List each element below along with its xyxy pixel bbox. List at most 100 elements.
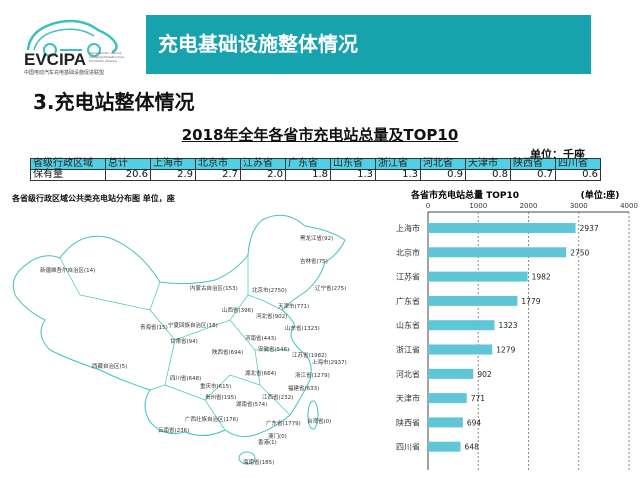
- x-tick-label: 2000: [520, 202, 538, 210]
- x-tick-label: 0: [426, 202, 430, 210]
- map-province-label: 山东省(1323): [285, 326, 320, 332]
- map-province-label: 新疆维吾尔自治区(14): [40, 268, 96, 274]
- table-header-cell: 省级行政区域: [30, 158, 106, 170]
- logo-english: China Electric Vehicle Charging Infrastr…: [89, 51, 125, 63]
- map-province-label: 甘肃省(94): [170, 339, 198, 345]
- map-province-label: 北京市(2750): [252, 288, 287, 294]
- map-province-label: 重庆市(615): [200, 384, 232, 390]
- map-province-label: 河南省(443): [245, 336, 277, 342]
- table-cell: 2.0: [240, 169, 286, 181]
- map-province-label: 广东省(1779): [266, 421, 301, 427]
- map-province-label: 海南省(185): [243, 460, 275, 466]
- y-category-label: 浙江省: [396, 345, 420, 355]
- map-province-label: 湖南省(574): [236, 402, 268, 408]
- map-province-label: 黑龙江省(92): [300, 236, 334, 242]
- map-province-label: 贵州省(195): [205, 395, 237, 401]
- map-province-label: 江苏省(1982): [292, 353, 327, 359]
- bar: [428, 344, 493, 355]
- table-cell: 0.7: [510, 169, 556, 181]
- bar: [428, 247, 567, 258]
- map-province-label: 吉林省(75): [300, 259, 328, 265]
- table-header-cell: 四川省: [555, 158, 601, 170]
- table-header-cell: 广东省: [285, 158, 331, 170]
- y-category-label: 天津市: [396, 393, 420, 403]
- map-province-label: 青海省(15): [140, 325, 168, 331]
- table-cell: 2.9: [150, 169, 196, 181]
- table-header-cell: 山东省: [330, 158, 376, 170]
- bar-value-label: 771: [471, 394, 486, 403]
- chart-unit: (单位:座): [581, 189, 620, 201]
- map-province-label: 江西省(232): [262, 395, 294, 401]
- evcipa-logo: [26, 19, 118, 57]
- table-cell: 20.6: [105, 169, 151, 181]
- header-banner: 充电基础设施整体情况: [146, 15, 591, 74]
- x-tick-label: 3000: [570, 202, 588, 210]
- table-cell: 1.3: [330, 169, 376, 181]
- table-header-row: 省级行政区域 总计 上海市 北京市 江苏省 广东省 山东省 浙江省 河北省 天津市 陕西省 四川省: [30, 158, 601, 170]
- table-header-cell: 陕西省: [510, 158, 556, 170]
- bar: [428, 320, 495, 331]
- bar: [428, 441, 461, 452]
- bar-value-label: 1982: [532, 273, 551, 282]
- table-cell: 保有量: [30, 169, 106, 181]
- map-province-label: 天津市(771): [278, 304, 310, 310]
- table-cell: 0.9: [420, 169, 466, 181]
- map-province-label: 河北省(902): [256, 314, 288, 320]
- bar-value-label: 694: [467, 418, 482, 427]
- map-province-label: 云南省(236): [158, 428, 190, 434]
- bar: [428, 295, 518, 306]
- china-map: 新疆维吾尔自治区(14) 黑龙江省(92) 吉林省(75) 辽宁省(275) 内蒙古自治…: [0, 200, 360, 474]
- table-cell: 0.8: [465, 169, 511, 181]
- y-category-label: 广东省: [396, 296, 420, 306]
- table-header-cell: 上海市: [150, 158, 196, 170]
- table-header-cell: 河北省: [420, 158, 466, 170]
- map-province-label: 澳门(0): [268, 434, 287, 440]
- chart-title: 各省市充电站总量 TOP10: [410, 189, 519, 201]
- map-province-label: 上海市(2937): [312, 360, 347, 366]
- map-province-label: 西藏自治区(5): [92, 364, 128, 370]
- y-category-label: 河北省: [396, 369, 420, 379]
- bar: [428, 393, 467, 404]
- table-cell: 1.8: [285, 169, 331, 181]
- map-province-label: 浙江省(1279): [295, 373, 330, 379]
- y-category-label: 陕西省: [396, 417, 420, 427]
- bar-value-label: 902: [477, 370, 492, 379]
- map-province-label: 安徽省(546): [258, 347, 290, 353]
- map-province-label: 山西省(396): [222, 308, 254, 314]
- logo-chinese: 中国电动汽车充电基础设施促进联盟: [24, 70, 105, 76]
- top10-bar-chart: 各省市充电站总量 TOP10 (单位:座) 0 1000 2000 3000 4000 上…: [396, 189, 638, 470]
- table-unit: 单位：千座: [530, 148, 585, 161]
- y-category-label: 山东省: [396, 320, 420, 330]
- logo-wordmark: EVCIPA: [24, 50, 87, 69]
- bar-value-label: 2937: [580, 224, 599, 233]
- y-category-label: 上海市: [396, 223, 420, 233]
- map-province-label: 内蒙古自治区(153): [190, 286, 238, 292]
- map-province-label: 四川省(648): [170, 376, 202, 382]
- table-row: 保有量 20.6 2.9 2.7 2.0 1.8 1.3 1.3 0.9 0.8 0.7 0.6: [30, 169, 601, 181]
- table-title-wrap: 2018年全年各省市充电站总量及TOP10: [0, 124, 640, 145]
- bar-value-label: 648: [465, 443, 480, 452]
- table-title: 2018年全年各省市充电站总量及TOP10: [181, 126, 459, 144]
- table-header-cell: 江苏省: [240, 158, 286, 170]
- table-cell: 1.3: [375, 169, 421, 181]
- bar-value-label: 2750: [570, 248, 589, 257]
- map-outline: [12, 214, 346, 465]
- map-province-label: 湖北省(664): [245, 371, 277, 377]
- table-header-cell: 浙江省: [375, 158, 421, 170]
- table-header-cell: 天津市: [465, 158, 511, 170]
- map-title: 各省级行政区域公共类充电站分布图 单位，座: [12, 194, 175, 203]
- y-category-label: 北京市: [396, 247, 420, 257]
- map-province-label: 陕西省(694): [212, 350, 244, 356]
- bar-value-label: 1323: [498, 321, 517, 330]
- map-province-label: 台湾省(0): [307, 419, 332, 425]
- bar: [428, 417, 463, 428]
- map-province-label: 辽宁省(275): [315, 286, 347, 292]
- map-province-label: 香港(1): [258, 440, 277, 446]
- map-province-label: 福建省(633): [288, 386, 320, 392]
- section-title: 3.充电站整体情况: [33, 90, 195, 114]
- bar: [428, 271, 528, 282]
- map-province-label: 宁夏回族自治区(18): [168, 323, 218, 329]
- table-cell: 2.7: [195, 169, 241, 181]
- bar-value-label: 1779: [521, 297, 540, 306]
- map-province-label: 广西壮族自治区(176): [185, 417, 239, 423]
